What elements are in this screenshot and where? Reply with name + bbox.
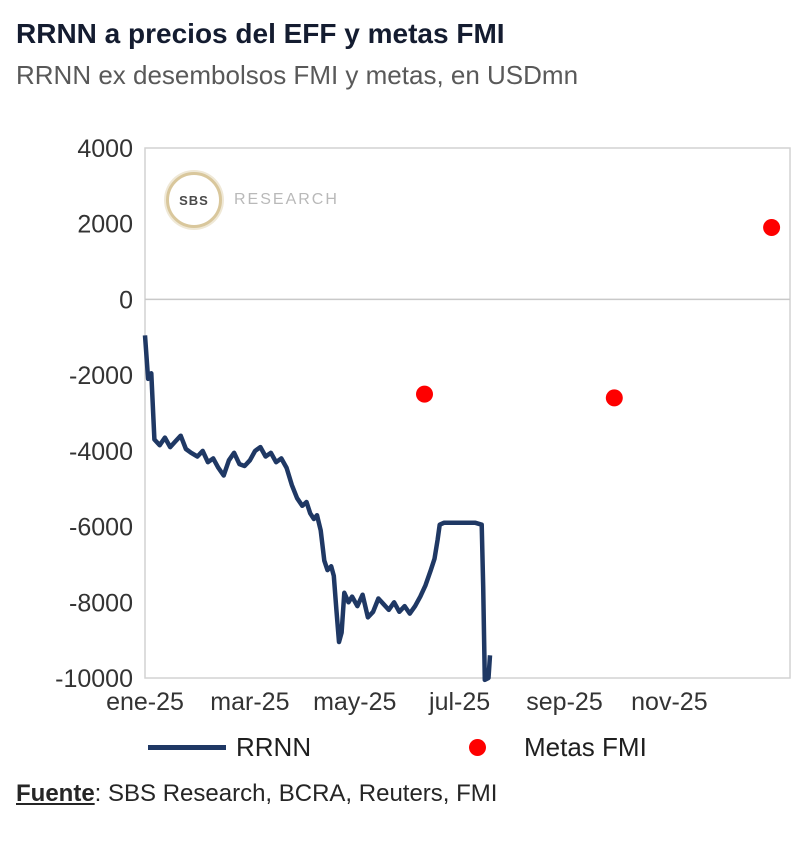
metas-fmi-point — [605, 389, 623, 407]
line-chart-canvas: 4000 2000 0 -2000 -4000 -6000 -8000 -10000ene-2… — [55, 135, 791, 716]
legend-label-rrnn: RRNN — [236, 732, 312, 762]
legend-item-rrnn: RRNN — [148, 732, 311, 763]
x-axis-tick-label: ene-25 — [106, 688, 184, 716]
source-label: Fuente — [16, 780, 95, 807]
chart-subtitle: RRNN ex desembolsos FMI y metas, en USDm… — [16, 60, 579, 90]
y-axis-tick-label: 0 — [119, 286, 133, 314]
page-title: RRNN a precios del EFF y metas FMI — [16, 18, 505, 49]
y-axis-tick-label: 2000 — [77, 211, 133, 239]
metas-fmi-point — [416, 385, 433, 403]
y-axis-tick-label: -10000 — [55, 665, 133, 693]
metas-fmi-dot-swatch — [469, 739, 486, 756]
metas-fmi-point — [763, 219, 781, 236]
y-axis-tick-label: 4000 — [77, 135, 133, 163]
rrnn-line-swatch — [148, 745, 226, 750]
x-axis-tick-label: may-25 — [313, 688, 396, 716]
y-axis-tick-label: -2000 — [69, 362, 133, 390]
rrnn-line-series — [142, 335, 493, 683]
x-axis-tick-label: sep-25 — [526, 688, 602, 716]
y-axis-tick-label: -4000 — [69, 438, 133, 466]
source-note: Fuente: SBS Research, BCRA, Reuters, FMI — [16, 780, 497, 808]
y-axis-tick-label: -8000 — [69, 589, 133, 617]
legend-label-metas-fmi: Metas FMI — [524, 732, 647, 762]
plot-border — [144, 147, 791, 679]
source-text: : SBS Research, BCRA, Reuters, FMI — [94, 780, 498, 807]
x-axis-tick-label: mar-25 — [210, 688, 289, 716]
x-axis-tick-label: jul-25 — [428, 688, 490, 716]
x-axis-tick-label: nov-25 — [631, 688, 707, 716]
legend-item-metas-fmi: Metas FMI — [455, 732, 647, 763]
y-axis-tick-label: -6000 — [69, 514, 133, 542]
